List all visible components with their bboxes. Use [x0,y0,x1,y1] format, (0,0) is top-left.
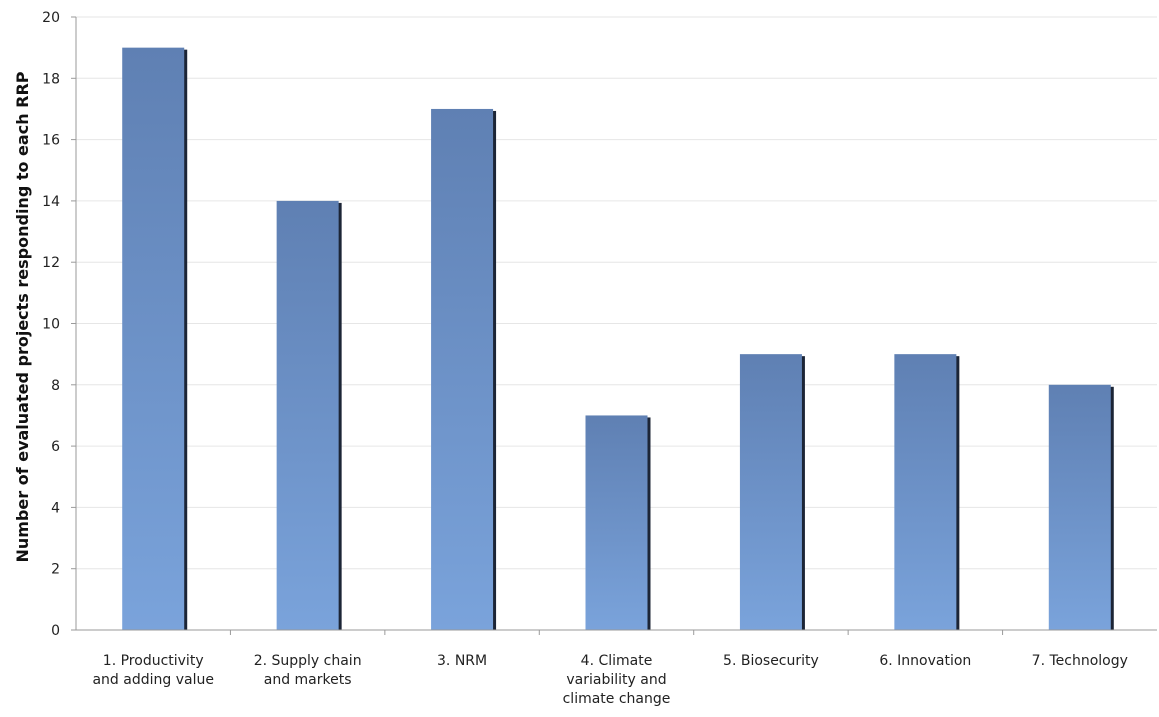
x-category-label-line: 1. Productivity [103,653,204,669]
x-category-label: 2. Supply chain and markets [254,653,362,688]
x-category-label-line: 5. Biosecurity [723,653,819,669]
x-category-label-line: 7. Technology [1032,653,1128,669]
gridlines [76,16,1157,570]
y-tick-label: 12 [42,255,60,271]
axes [71,16,1157,635]
x-category-label: 7. Technology [1032,653,1128,669]
bars [122,47,1114,630]
bar [431,108,494,630]
y-tick-label: 14 [42,194,60,210]
y-tick-label: 10 [42,317,60,333]
bar [894,354,957,630]
x-category-label-line: and adding value [92,672,213,688]
x-category-label: 1. Productivity and adding value [92,653,213,688]
x-category-label-line: climate change [563,691,671,707]
x-category-label: 6. Innovation [879,653,971,669]
x-category-label: 3. NRM [437,653,487,669]
bar [1048,384,1111,630]
x-category-label: 5. Biosecurity [723,653,819,669]
y-tick-label: 2 [51,562,60,578]
bar [585,415,648,630]
y-axis-title: Number of evaluated projects responding … [13,71,32,562]
bar [276,200,339,630]
y-tick-label: 0 [51,623,60,639]
x-category-label-line: variability and [566,672,666,688]
y-tick-label: 8 [51,378,60,394]
x-category-label: 4. Climate variability and climate change [563,653,671,707]
x-category-label-line: 2. Supply chain [254,653,362,669]
x-category-label-line: 3. NRM [437,653,487,669]
y-tick-label: 20 [42,10,60,26]
x-category-label-line: 4. Climate [581,653,653,669]
x-category-label-line: and markets [264,672,352,688]
bar [122,47,185,630]
y-tick-label: 6 [51,439,60,455]
y-tick-label: 4 [51,500,60,516]
labels: 0 2 4 6 8 10 12 14 16 18 20 1. Productivity and addi… [42,10,1128,707]
y-tick-label: 16 [42,133,60,149]
x-category-label-line: 6. Innovation [879,653,971,669]
bar [739,354,802,630]
y-tick-label: 18 [42,71,60,87]
